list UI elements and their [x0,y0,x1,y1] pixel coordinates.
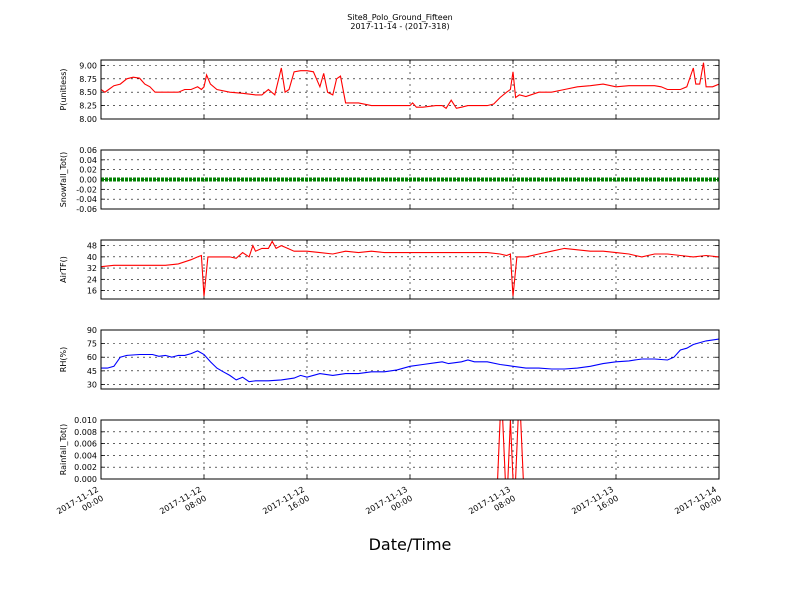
panels: 8.008.258.508.759.00P(unitless)-0.06-0.0… [59,59,720,484]
x-tick-label: 2017-11-1208:00 [158,485,208,525]
y-tick-label-rh: 75 [87,340,97,349]
y-axis-label-rainfall: Rainfall_Tot() [59,424,68,476]
x-tick-label: 2017-11-1200:00 [55,485,105,525]
y-tick-label-snowfall: 0.02 [79,166,97,175]
y-tick-label-rh: 60 [87,353,97,362]
y-tick-label-p: 9.00 [79,61,97,70]
y-tick-label-airtf: 16 [87,287,97,296]
panel-rh: 30 45 60 75 90 RH(%) [59,326,720,390]
x-tick-label: 2017-11-1216:00 [261,485,311,525]
y-axis-label-airtf: AirTF() [59,256,68,283]
y-tick-label-rainfall: 0.002 [74,463,97,472]
y-tick-label-rh: 30 [87,380,97,389]
y-tick-label-snowfall: -0.04 [76,195,97,204]
y-tick-label-snowfall: 0.04 [79,156,97,165]
axes-frame-p [100,59,720,120]
y-tick-label-p: 8.50 [79,88,97,97]
x-axis-label: Date/Time [369,535,452,554]
y-tick-label-airtf: 24 [87,275,97,284]
panel-rainfall: 0.000 0.002 0.004 0.006 0.008 0.010 Rainfall_T… [59,416,720,484]
panel-airtf: 16 24 32 40 48 AirTF() [59,239,720,300]
y-tick-label-rainfall: 0.006 [74,440,97,449]
series-line-airtf [101,240,719,297]
y-tick-label-rainfall: 0.004 [74,451,97,460]
x-tick-label: 2017-11-1300:00 [364,485,414,525]
series-line-p [101,62,719,110]
y-tick-label-snowfall: 0.00 [79,176,97,185]
y-axis-label-snowfall: Snowfall_Tot() [59,152,68,208]
axes-frame-airtf [100,239,720,300]
chart-subtitle: 2017-11-14 - (2017-318) [350,22,449,31]
x-tick-label: 2017-11-1316:00 [570,485,620,525]
chart-title: Site8_Polo_Ground_Fifteen [347,13,452,22]
y-tick-label-p: 8.00 [79,115,97,124]
y-tick-label-p: 8.25 [79,102,97,111]
y-tick-label-airtf: 40 [87,253,97,262]
y-tick-label-rh: 90 [87,326,97,335]
y-tick-label-snowfall: 0.06 [79,146,97,155]
series-line-rainfall [101,420,719,479]
axes-frame-snowfall [100,149,720,210]
y-axis-label-p: P(unitless) [59,68,68,110]
axes-frame-rh [100,329,720,390]
panel-snowfall: -0.06-0.04-0.020.000.020.040.06 Snowfall_… [59,146,720,214]
y-tick-label-p: 8.75 [79,75,97,84]
x-tick-labels: 2017-11-1200:00 2017-11-1208:00 2017-11-12… [55,485,723,525]
axes-frame-rainfall [100,419,720,480]
x-tick-label: 2017-11-1400:00 [673,485,723,525]
y-tick-label-airtf: 32 [87,264,97,273]
y-axis-label-rh: RH(%) [59,347,68,372]
y-tick-label-airtf: 48 [87,242,97,251]
series-line-rh [101,338,719,383]
panel-p: 8.00 8.25 8.50 8.75 9.00 P(unitless) [59,59,720,124]
y-tick-label-rh: 45 [87,367,97,376]
y-tick-label-rainfall: 0.010 [74,416,97,425]
y-tick-label-snowfall: -0.02 [76,185,97,194]
x-tick-label: 2017-11-1308:00 [467,485,517,525]
y-tick-label-rainfall: 0.008 [74,428,97,437]
y-tick-label-rainfall: 0.000 [74,475,97,484]
y-tick-label-snowfall: -0.06 [76,205,97,214]
